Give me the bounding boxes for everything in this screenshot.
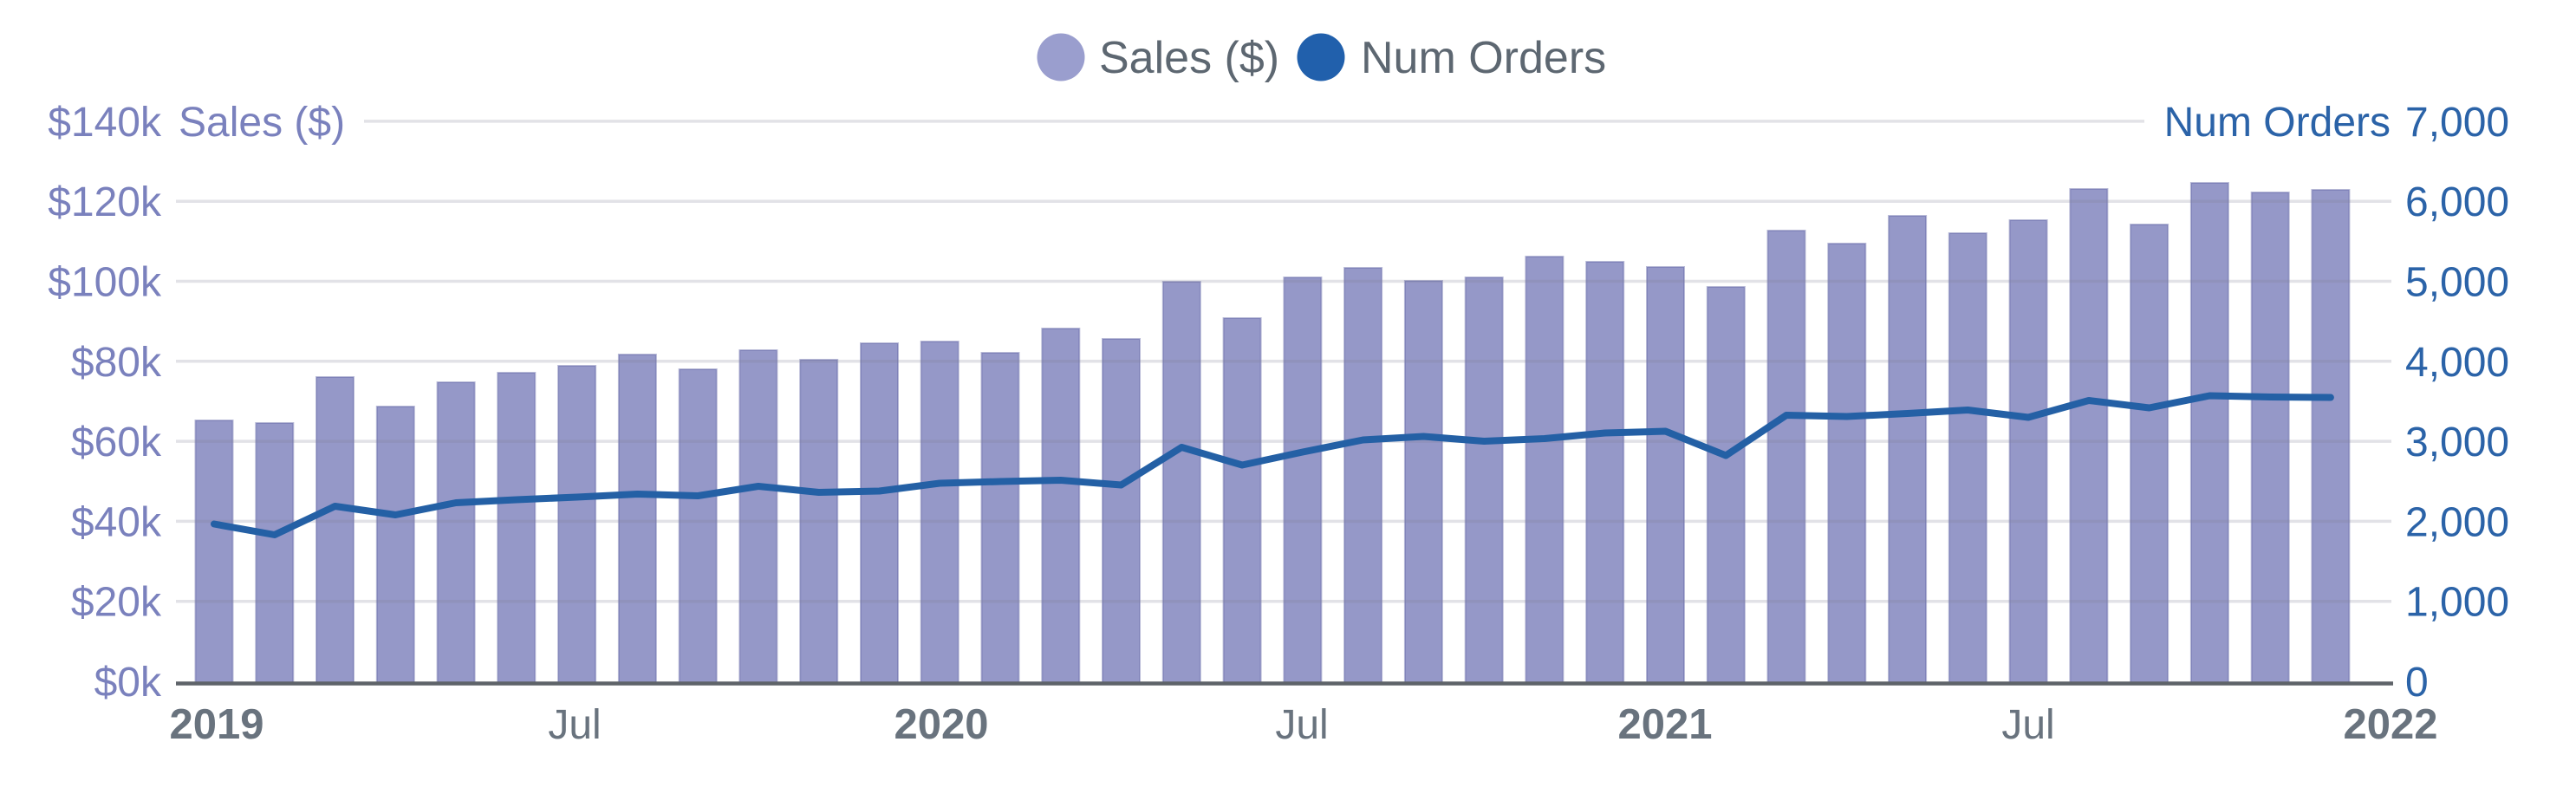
svg-text:$120k: $120k bbox=[48, 179, 162, 225]
svg-text:4,000: 4,000 bbox=[2405, 340, 2509, 386]
svg-text:Jul: Jul bbox=[1275, 702, 1328, 748]
svg-text:$80k: $80k bbox=[71, 340, 162, 386]
svg-text:1,000: 1,000 bbox=[2405, 580, 2509, 626]
svg-text:5,000: 5,000 bbox=[2405, 260, 2509, 306]
svg-text:$40k: $40k bbox=[71, 499, 162, 545]
svg-text:$20k: $20k bbox=[71, 580, 162, 626]
svg-text:Num Orders: Num Orders bbox=[1361, 33, 1606, 83]
svg-text:Jul: Jul bbox=[548, 702, 601, 748]
svg-text:Sales ($): Sales ($) bbox=[1099, 33, 1279, 83]
svg-text:2021: 2021 bbox=[1617, 701, 1712, 748]
svg-text:Jul: Jul bbox=[2001, 702, 2054, 748]
svg-text:$0k: $0k bbox=[94, 660, 162, 706]
svg-text:3,000: 3,000 bbox=[2405, 420, 2509, 465]
svg-text:2,000: 2,000 bbox=[2405, 499, 2509, 545]
svg-text:2020: 2020 bbox=[894, 701, 988, 748]
svg-text:Num Orders: Num Orders bbox=[2164, 100, 2391, 146]
svg-text:$60k: $60k bbox=[71, 420, 162, 465]
svg-text:Sales ($): Sales ($) bbox=[179, 100, 345, 146]
svg-text:2022: 2022 bbox=[2343, 701, 2437, 748]
svg-text:2019: 2019 bbox=[169, 701, 263, 748]
svg-text:7,000: 7,000 bbox=[2405, 100, 2509, 146]
svg-text:$100k: $100k bbox=[48, 260, 162, 306]
svg-text:0: 0 bbox=[2405, 660, 2429, 706]
svg-text:6,000: 6,000 bbox=[2405, 179, 2509, 225]
svg-text:$140k: $140k bbox=[48, 100, 162, 146]
